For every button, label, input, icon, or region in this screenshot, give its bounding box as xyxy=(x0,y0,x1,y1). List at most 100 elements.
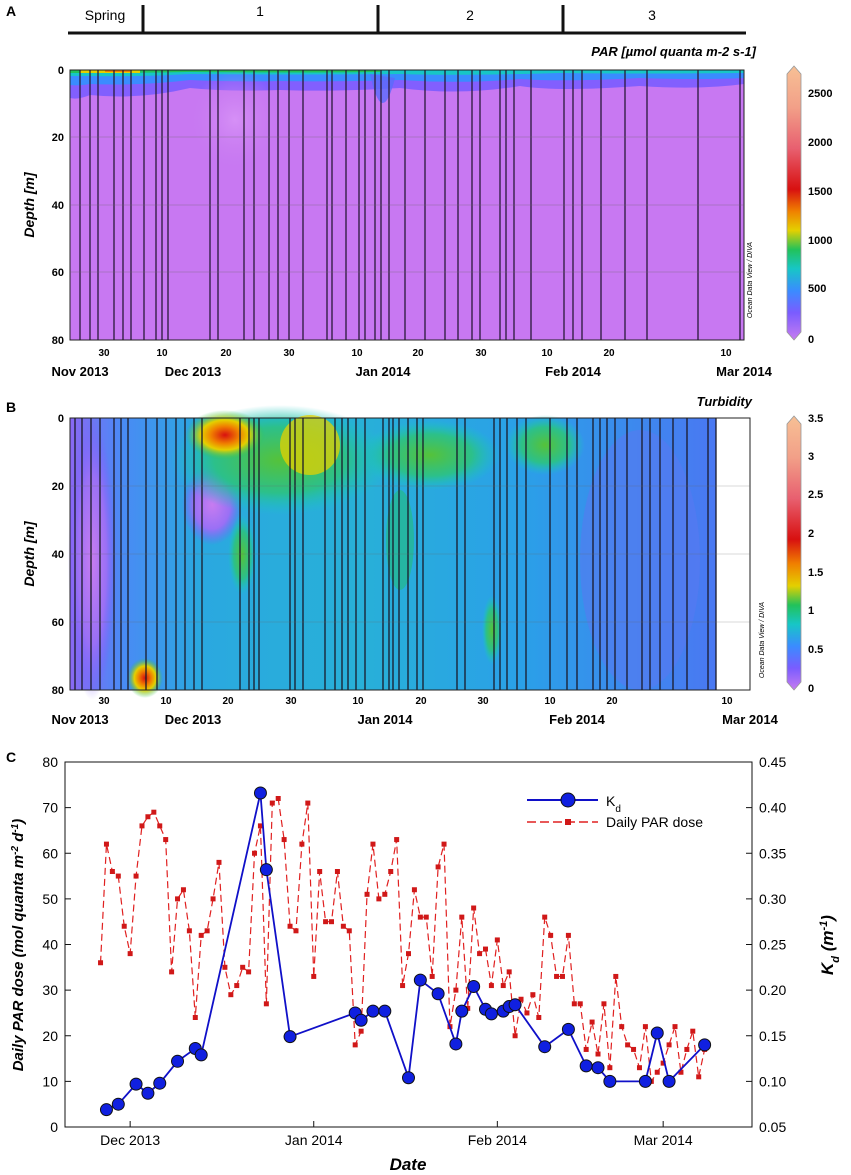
month-label: Nov 2013 xyxy=(51,712,108,727)
colorbar-tick: 0 xyxy=(808,334,814,346)
par-point xyxy=(263,1001,269,1007)
panel-c: C 0 10 20 30 40 50 60 70 80 0.05 0.10 0.15 0.20 0.25… xyxy=(6,749,842,1174)
par-point xyxy=(252,850,258,856)
colorbar-tick: 3.5 xyxy=(808,413,823,425)
x-tick-label: Jan 2014 xyxy=(285,1132,343,1148)
par-point xyxy=(210,896,216,902)
month-label: Jan 2014 xyxy=(356,364,412,379)
right-tick-label: 0.05 xyxy=(759,1119,786,1135)
colorbar-tick: 0 xyxy=(808,683,814,695)
month-label: Dec 2013 xyxy=(165,712,221,727)
panel-a-date-axis: 30 10 20 30 10 20 30 10 20 10 Nov 2013 D… xyxy=(51,348,772,379)
par-point xyxy=(394,837,400,843)
par-point xyxy=(115,873,121,879)
par-point xyxy=(506,969,512,975)
par-point xyxy=(257,823,263,829)
panel-b-date-axis: 30 10 20 30 10 20 30 10 20 10 Nov 2013 D… xyxy=(51,696,778,727)
panel-b-heatmap xyxy=(68,405,751,700)
day-tick: 10 xyxy=(544,696,556,707)
par-point xyxy=(109,869,115,874)
par-point xyxy=(228,992,234,998)
month-label: Nov 2013 xyxy=(51,364,108,379)
colorbar-tick: 1 xyxy=(808,605,814,617)
left-tick-label: 60 xyxy=(42,845,58,861)
colorbar-tick: 1.5 xyxy=(808,567,823,579)
period-label-spring: Spring xyxy=(85,7,125,23)
par-point xyxy=(180,887,186,893)
kd-point xyxy=(283,1030,297,1044)
par-point xyxy=(340,923,346,929)
colorbar-tick: 500 xyxy=(808,283,826,295)
legend: Kd Daily PAR dose xyxy=(527,792,703,830)
right-tick-label: 0.35 xyxy=(759,845,786,861)
par-point xyxy=(192,1015,198,1020)
heatmap-green-patch xyxy=(386,490,414,590)
kd-point xyxy=(413,973,427,987)
day-tick: 20 xyxy=(603,348,615,359)
day-tick: 10 xyxy=(541,348,553,359)
par-point xyxy=(642,1024,648,1030)
par-line xyxy=(99,797,706,1084)
day-tick: 20 xyxy=(606,696,618,707)
month-label: Mar 2014 xyxy=(722,712,778,727)
par-point xyxy=(133,873,139,879)
series-kd xyxy=(99,786,712,1117)
par-point xyxy=(145,814,151,820)
legend-kd-marker xyxy=(560,792,576,808)
depth-tick: 20 xyxy=(52,481,64,493)
par-point xyxy=(500,983,506,989)
panel-a-title: PAR [µmol quanta m-2 s-1] xyxy=(591,44,756,59)
par-point xyxy=(536,1015,542,1020)
par-point xyxy=(121,923,127,929)
par-point xyxy=(376,896,382,902)
day-tick: 20 xyxy=(415,696,427,707)
period-bar: Spring 1 2 3 xyxy=(68,3,746,35)
panel-b-watermark: Ocean Data View / DIVA xyxy=(759,602,766,678)
panel-a-depth-axis: 0 20 40 60 80 Depth [m] xyxy=(21,65,64,347)
par-point xyxy=(619,1024,625,1030)
depth-tick: 60 xyxy=(52,267,64,279)
panel-a-heatmap xyxy=(69,69,745,341)
day-tick: 10 xyxy=(160,696,172,707)
x-tick-label: Mar 2014 xyxy=(634,1132,693,1148)
par-point xyxy=(127,951,133,957)
par-point xyxy=(601,1001,607,1007)
kd-point xyxy=(484,1007,498,1021)
kd-point xyxy=(538,1040,552,1054)
day-tick: 20 xyxy=(220,348,232,359)
colorbar-tick: 2.5 xyxy=(808,489,823,501)
par-point xyxy=(370,841,376,847)
par-point xyxy=(311,973,317,979)
day-tick: 30 xyxy=(98,348,110,359)
kd-point xyxy=(354,1013,368,1027)
depth-tick: 0 xyxy=(58,413,64,425)
month-label: Feb 2014 xyxy=(549,712,605,727)
par-point xyxy=(690,1028,696,1034)
par-point xyxy=(465,1005,471,1011)
depth-tick: 20 xyxy=(52,132,64,144)
par-point xyxy=(589,1019,595,1025)
x-tick-label: Feb 2014 xyxy=(468,1132,527,1148)
series-daily-par-dose xyxy=(98,796,708,1084)
par-point xyxy=(548,932,554,938)
par-point xyxy=(400,983,406,989)
panel-b-letter: B xyxy=(6,399,16,415)
right-tick-label: 0.15 xyxy=(759,1028,786,1044)
day-tick: 10 xyxy=(721,696,733,707)
par-point xyxy=(204,928,210,934)
par-point xyxy=(198,932,204,938)
colorbar-tick: 0.5 xyxy=(808,644,823,656)
x-axis-label: Date xyxy=(390,1155,427,1174)
par-point xyxy=(406,951,411,957)
right-tick-label: 0.10 xyxy=(759,1073,786,1089)
left-tick-label: 30 xyxy=(42,982,58,998)
left-tick-label: 40 xyxy=(42,937,58,953)
right-axis: 0.05 0.10 0.15 0.20 0.25 0.30 0.35 0.40 0.45 xyxy=(746,754,786,1135)
day-tick: 10 xyxy=(352,696,364,707)
par-point xyxy=(666,1042,672,1048)
par-point xyxy=(471,905,477,911)
kd-point xyxy=(129,1077,143,1091)
par-point xyxy=(323,919,329,925)
par-point xyxy=(163,837,169,843)
